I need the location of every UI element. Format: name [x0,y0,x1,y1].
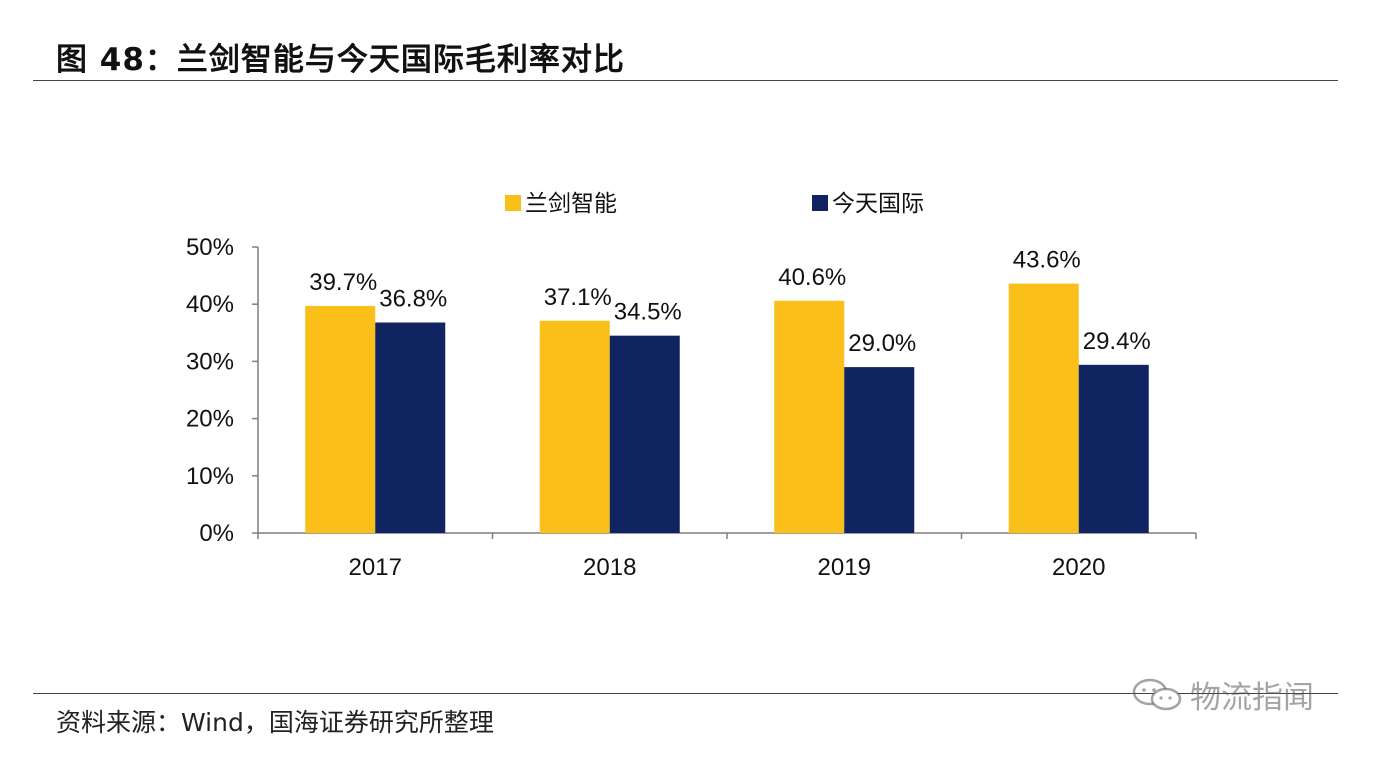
x-tick-label: 2017 [349,554,402,581]
legend-swatch-2 [812,195,828,211]
data-label: 43.6% [1013,247,1081,274]
data-label: 36.8% [379,286,447,313]
bar-series-1-2017 [305,305,376,533]
x-tick-label: 2019 [818,554,871,581]
bar-series-1-2018 [539,320,610,533]
x-tick-label: 2020 [1052,554,1105,581]
bar-series-2-2020 [1078,364,1149,533]
data-label: 29.4% [1083,328,1151,355]
title-divider [33,80,1338,81]
data-label: 40.6% [778,264,846,291]
y-tick-label: 30% [186,348,234,375]
x-tick-label: 2018 [583,554,636,581]
source-note: 资料来源：Wind，国海证券研究所整理 [56,708,494,737]
bar-series-2-2018 [609,335,680,533]
y-tick-label: 10% [186,463,234,490]
legend-label-2: 今天国际 [832,191,924,217]
chat-bubble-icon [1130,675,1184,715]
watermark-text: 物流指闻 [1190,680,1314,716]
y-tick-label: 50% [186,234,234,261]
data-label: 29.0% [848,330,916,357]
source-divider [33,693,1338,694]
y-tick-label: 0% [199,520,234,547]
figure-title: 图 48：兰剑智能与今天国际毛利率对比 [56,42,625,78]
bar-series-2-2017 [375,322,446,533]
legend-swatch-1 [505,195,521,211]
data-label: 37.1% [544,284,612,311]
y-tick-label: 20% [186,406,234,433]
legend-label-1: 兰剑智能 [525,191,617,217]
data-label: 34.5% [614,299,682,326]
y-tick-label: 40% [186,291,234,318]
data-label: 39.7% [309,269,377,296]
bar-series-2-2019 [844,367,915,533]
bar-series-1-2019 [774,300,845,533]
bar-series-1-2020 [1008,283,1079,533]
watermark: 物流指闻 [1130,672,1314,717]
